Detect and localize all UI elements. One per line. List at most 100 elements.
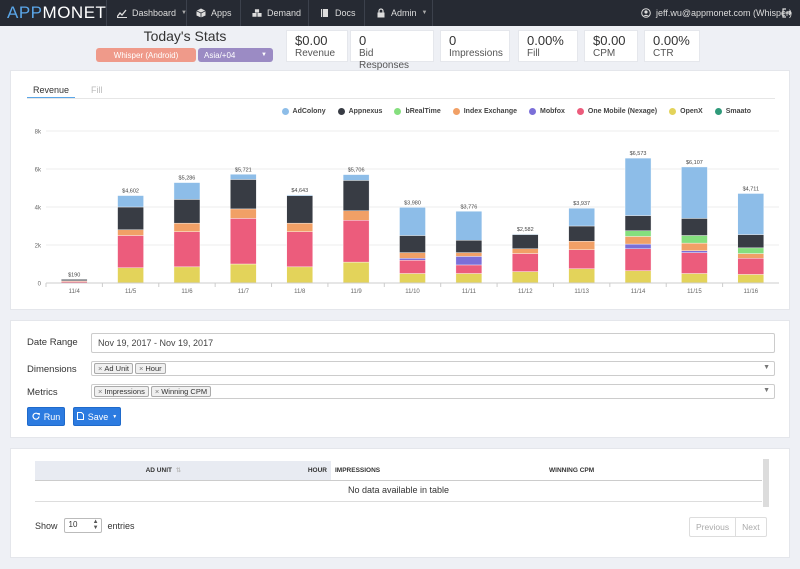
legend-item[interactable]: OpenX — [669, 108, 703, 115]
bar-segment — [173, 231, 201, 268]
nav-docs[interactable]: Docs — [320, 0, 356, 26]
stat-card-fill: 0.00% Fill — [518, 30, 578, 62]
legend-item[interactable]: Appnexus — [337, 108, 382, 115]
nav-demand[interactable]: Demand — [252, 0, 301, 26]
bar-segment — [512, 248, 539, 254]
th-ad-unit[interactable]: AD UNIT ⇅ — [35, 461, 185, 481]
bar-total-label: $190 — [68, 272, 80, 278]
stat-value: $0.00 — [295, 33, 328, 48]
th-winning-cpm-label: WINNING CPM — [549, 467, 595, 474]
bar-segment — [737, 247, 765, 254]
legend-item[interactable]: Smaato — [714, 108, 751, 115]
bar-total-label: $5,721 — [235, 167, 252, 173]
metric-tag[interactable]: × Winning CPM — [150, 386, 212, 397]
legend-swatch — [576, 108, 584, 115]
sort-icon: ⇅ — [175, 468, 181, 474]
app-select[interactable]: Whisper (Android) — [96, 48, 196, 62]
legend-label: Index Exchange — [463, 108, 518, 115]
nav-divider — [364, 0, 365, 26]
stat-label: CTR — [653, 48, 674, 59]
dimension-tag-label: Ad Unit — [104, 364, 129, 373]
bar-segment — [286, 222, 313, 232]
bar-segment — [624, 236, 652, 245]
dimension-tag[interactable]: × Ad Unit — [94, 363, 133, 374]
legend-item[interactable]: AdColony — [281, 108, 326, 115]
bar-segment — [455, 252, 483, 257]
bar-segment — [117, 267, 144, 284]
bar-segment — [230, 208, 257, 219]
dimensions-multiselect[interactable]: × Ad Unit × Hour ▼ — [91, 361, 775, 376]
y-tick-label: 2k — [35, 244, 42, 250]
bar-segment — [286, 231, 313, 268]
chevron-updown-icon: ▲ ▼ — [92, 519, 99, 531]
nav-apps[interactable]: Apps — [196, 0, 232, 26]
bar-segment — [399, 207, 426, 236]
table-empty-message: No data available in table — [347, 485, 450, 495]
bar-segment — [624, 215, 652, 231]
bar-segment — [624, 243, 652, 250]
stat-label: CPM — [593, 48, 616, 59]
bar-total-label: $6,573 — [630, 151, 647, 157]
stat-value: 0.00% — [527, 33, 564, 48]
legend-item[interactable]: One Mobile (Nexage) — [576, 108, 658, 115]
table-scrollbar[interactable] — [763, 459, 769, 507]
bar-segment — [681, 252, 708, 274]
entries-length-control: Show 10 ▲ ▼ entries — [35, 518, 135, 533]
bar-segment — [286, 195, 313, 224]
metrics-label: Metrics — [27, 387, 58, 398]
legend-swatch — [337, 108, 345, 115]
remove-tag-icon[interactable]: × — [139, 364, 144, 373]
save-button[interactable]: Save ▼ — [73, 407, 121, 426]
remove-tag-icon[interactable]: × — [98, 364, 103, 373]
nav-dashboard[interactable]: Dashboard ▼ — [117, 0, 187, 26]
file-icon — [76, 411, 84, 422]
run-button[interactable]: Run — [27, 407, 65, 426]
nav-divider — [106, 0, 107, 26]
logout-button[interactable] — [782, 0, 792, 26]
th-impressions-label: IMPRESSIONS — [335, 467, 381, 474]
legend-label: One Mobile (Nexage) — [587, 108, 658, 115]
user-menu[interactable]: jeff.wu@appmonet.com (Whisper) — [641, 0, 792, 26]
metric-tag-label: Impressions — [104, 387, 145, 396]
legend-item[interactable]: bRealTime — [394, 108, 441, 115]
bar-segment — [230, 179, 257, 210]
tab-fill[interactable]: Fill — [91, 85, 103, 95]
bar-segment — [624, 270, 652, 284]
metric-tag[interactable]: × Impressions — [94, 386, 149, 397]
dimension-tag-label: Hour — [145, 364, 162, 373]
th-winning-cpm[interactable]: WINNING CPM — [545, 461, 762, 481]
bar-segment — [512, 233, 539, 235]
remove-tag-icon[interactable]: × — [98, 387, 103, 396]
nav-dashboard-label: Dashboard — [132, 8, 177, 18]
th-impressions[interactable]: IMPRESSIONS — [331, 461, 545, 481]
entries-select[interactable]: 10 ▲ ▼ — [63, 518, 102, 533]
bar-total-label: $3,937 — [573, 201, 590, 207]
date-range-input[interactable]: Nov 19, 2017 - Nov 19, 2017 — [91, 333, 775, 353]
remove-tag-icon[interactable]: × — [154, 387, 160, 396]
metrics-multiselect[interactable]: × Impressions × Winning CPM ▼ — [91, 384, 775, 399]
bar-total-label: $5,706 — [348, 168, 365, 174]
bar-segment — [624, 157, 652, 216]
dimension-tag[interactable]: × Hour — [135, 363, 166, 374]
legend-swatch — [452, 108, 460, 115]
bar-total-label: $2,582 — [517, 227, 534, 233]
bar-segment — [286, 194, 313, 196]
legend-item[interactable]: Index Exchange — [452, 108, 518, 115]
user-circle-icon — [641, 8, 651, 18]
nav-admin[interactable]: Admin ▼ — [376, 0, 427, 26]
brand-logo[interactable]: APPMONET — [7, 3, 106, 23]
chevron-down-icon: ▼ — [261, 52, 267, 58]
chevron-down-icon[interactable]: ▼ — [763, 364, 770, 371]
th-hour[interactable]: HOUR — [185, 461, 331, 481]
chevron-down-icon[interactable]: ▼ — [763, 387, 770, 394]
legend-label: AdColony — [292, 108, 326, 115]
bar-total-label: $3,776 — [460, 204, 477, 210]
bar-segment — [568, 207, 595, 227]
chevron-down-icon: ▼ — [421, 10, 428, 16]
legend-item[interactable]: Mobfox — [529, 108, 565, 115]
previous-page-button[interactable]: Previous — [696, 522, 730, 532]
entries-select-value: 10 — [68, 520, 78, 529]
timezone-select[interactable]: Asia/+04 ▼ — [198, 48, 273, 62]
next-page-button[interactable]: Next — [735, 518, 765, 536]
stat-value: $0.00 — [593, 33, 626, 48]
